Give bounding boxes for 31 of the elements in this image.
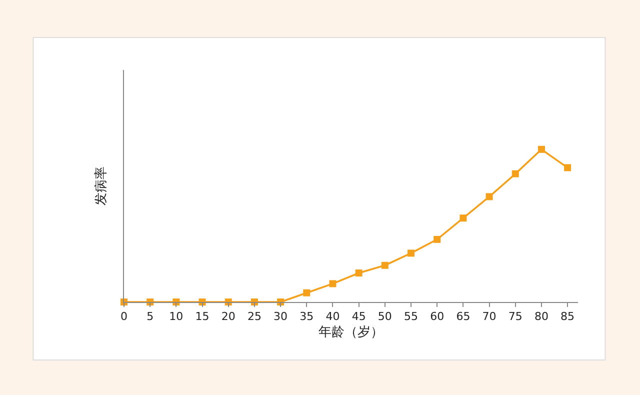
x-tick-label: 50 bbox=[378, 310, 392, 324]
point bbox=[512, 170, 519, 178]
point bbox=[303, 289, 310, 296]
x-tick-label: 20 bbox=[221, 310, 236, 324]
x-tick-label: 65 bbox=[456, 310, 470, 324]
x-tick-label: 45 bbox=[352, 310, 366, 324]
point bbox=[408, 250, 415, 257]
x-tick-label: 40 bbox=[326, 310, 340, 324]
x-tick-label: 15 bbox=[195, 310, 210, 324]
point bbox=[381, 262, 388, 269]
x-tick-label: 35 bbox=[300, 310, 314, 324]
point bbox=[460, 214, 467, 222]
x-tick-label: 30 bbox=[274, 310, 288, 324]
point bbox=[329, 280, 336, 288]
x-tick-label: 25 bbox=[247, 310, 262, 324]
point bbox=[486, 193, 493, 200]
y-axis-title: 发病率 bbox=[92, 166, 109, 206]
point bbox=[434, 236, 441, 243]
x-tick-label: 75 bbox=[508, 310, 522, 324]
point bbox=[564, 164, 572, 172]
point bbox=[355, 270, 362, 276]
x-tick-label: 10 bbox=[169, 310, 184, 324]
x-tick-label: 80 bbox=[534, 310, 548, 324]
point bbox=[538, 146, 545, 153]
x-axis-title: 年龄（岁） bbox=[318, 324, 384, 340]
x-tick-label: 0 bbox=[120, 310, 128, 324]
x-tick-label: 60 bbox=[430, 310, 444, 324]
x-tick-label: 5 bbox=[146, 310, 154, 324]
x-tick-label: 55 bbox=[404, 310, 418, 324]
x-tick-label: 85 bbox=[560, 310, 575, 324]
x-tick-label: 70 bbox=[482, 310, 496, 324]
